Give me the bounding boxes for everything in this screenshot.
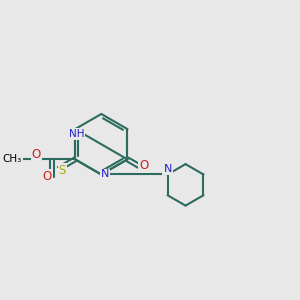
Text: O: O	[32, 148, 41, 161]
Text: O: O	[42, 170, 52, 183]
Text: S: S	[58, 164, 66, 177]
Text: CH₃: CH₃	[3, 154, 22, 164]
Text: N: N	[100, 169, 109, 179]
Text: O: O	[139, 159, 148, 172]
Text: NH: NH	[69, 129, 84, 139]
Text: N: N	[164, 164, 172, 174]
